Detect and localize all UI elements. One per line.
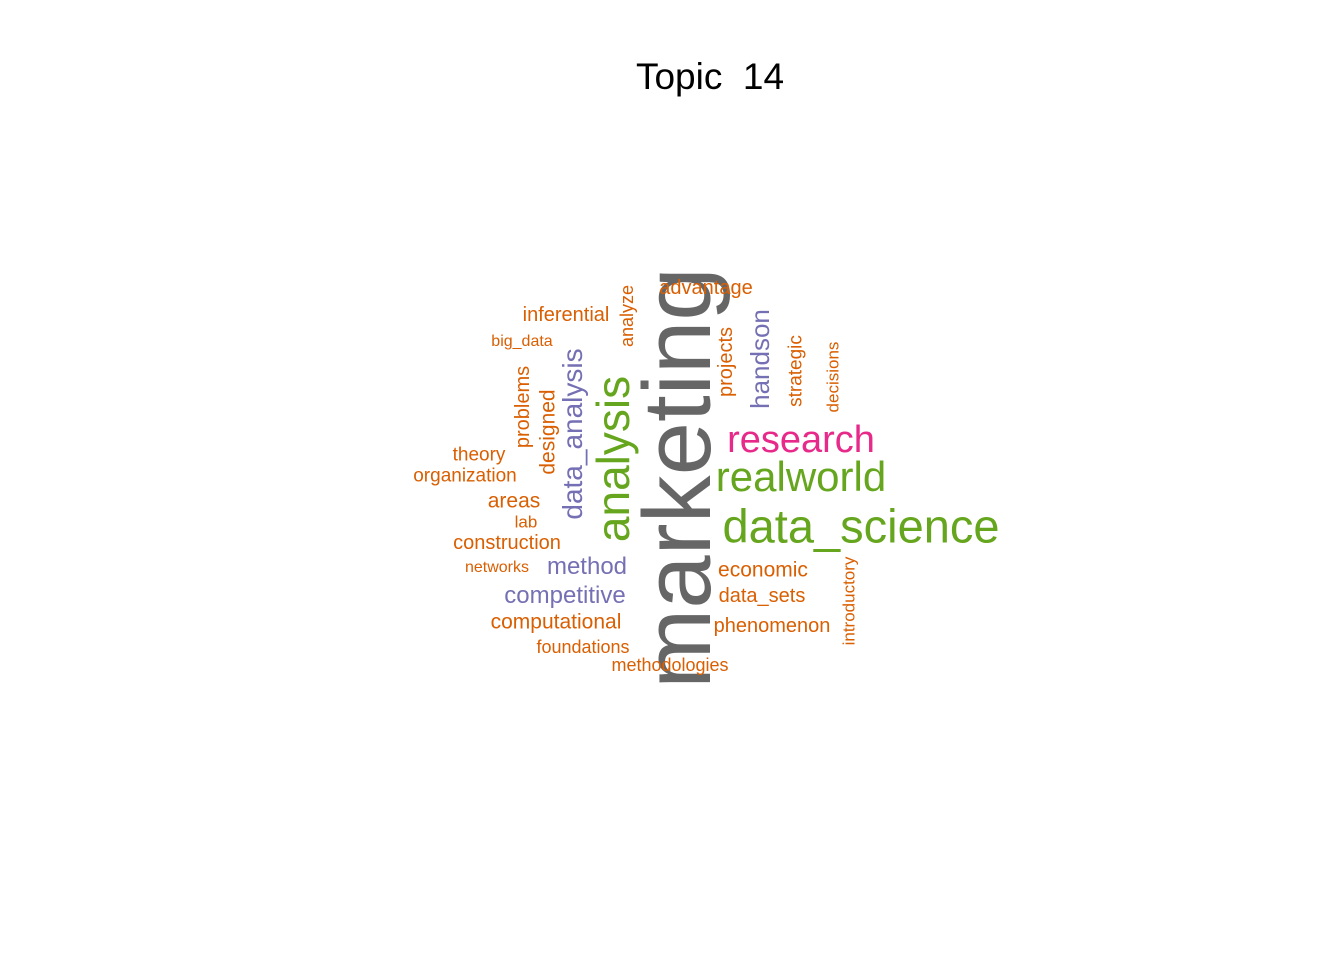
word-organization: organization: [413, 465, 517, 487]
word-research: research: [727, 419, 875, 461]
word-computational: computational: [490, 610, 622, 634]
word-marketing: marketing: [624, 267, 731, 689]
word-phenomenon: phenomenon: [713, 615, 831, 637]
word-data-science: data_science: [722, 499, 1000, 553]
word-decisions: decisions: [823, 341, 843, 413]
word-problems: problems: [512, 365, 534, 449]
word-foundations: foundations: [536, 637, 630, 657]
word-strategic: strategic: [785, 335, 807, 407]
word-theory: theory: [452, 444, 506, 466]
word-method: method: [546, 553, 628, 580]
word-analyze: analyze: [617, 284, 637, 348]
word-introductory: introductory: [839, 556, 859, 646]
plot-title: Topic 14: [635, 56, 785, 97]
word-lab: lab: [514, 512, 538, 532]
word-networks: networks: [464, 559, 530, 576]
word-projects: projects: [715, 326, 737, 398]
word-big-data: big_data: [491, 333, 553, 350]
word-competitive: competitive: [504, 582, 626, 609]
word-realworld: realworld: [715, 453, 887, 500]
word-data-analysis: data_analysis: [557, 348, 588, 520]
word-advantage: advantage: [659, 277, 753, 299]
word-inferential: inferential: [522, 304, 610, 326]
word-handson: handson: [745, 309, 775, 409]
word-areas: areas: [487, 489, 541, 513]
word-designed: designed: [536, 389, 560, 475]
word-analysis: analysis: [587, 375, 639, 543]
word-construction: construction: [453, 532, 561, 554]
word-data-sets: data_sets: [718, 585, 806, 607]
word-methodologies: methodologies: [611, 655, 729, 675]
word-economic: economic: [718, 558, 808, 582]
